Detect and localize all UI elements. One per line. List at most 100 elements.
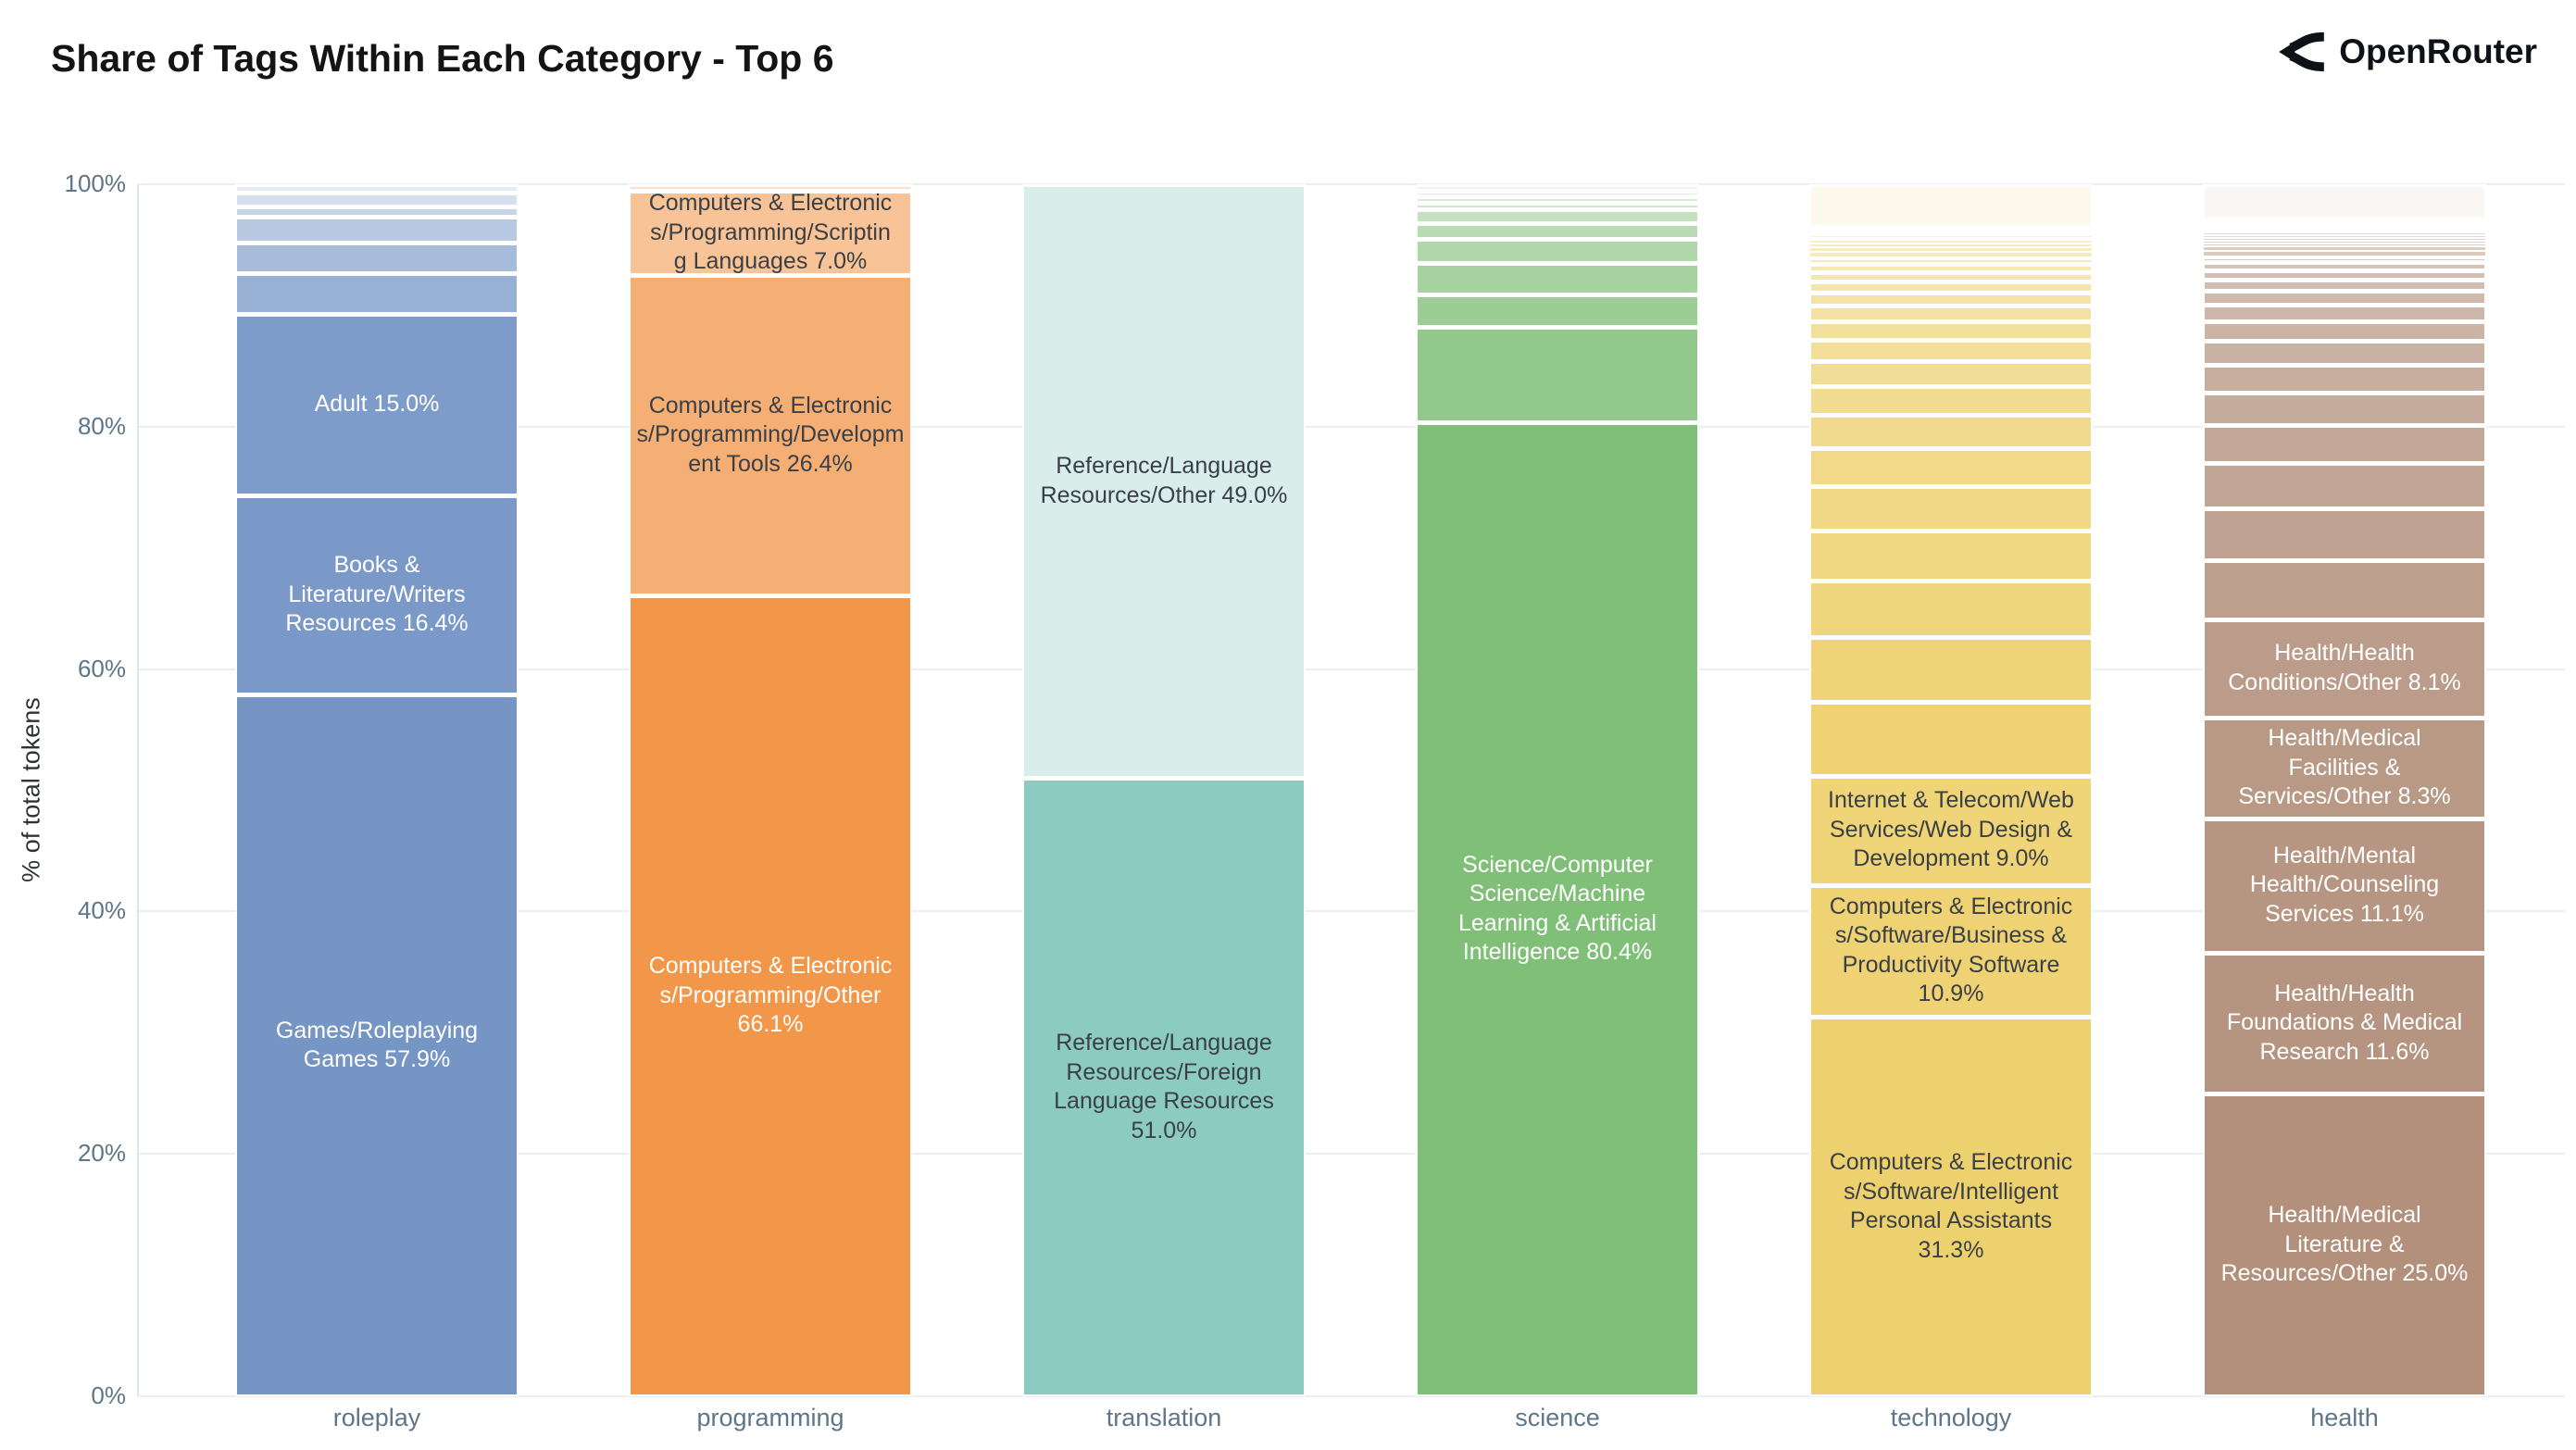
bar-segment-technology-sliver-15[interactable] [1809, 281, 2093, 293]
bar-segment-technology-sliver-17[interactable] [1809, 306, 2093, 322]
bar-segment-roleplay-sliver-2[interactable] [235, 206, 519, 218]
bar-segment-science-sliver-6[interactable] [1416, 238, 1699, 264]
bar-segment-health-sliver-4[interactable] [2203, 224, 2486, 227]
bar-segment-technology-sliver-10[interactable] [1809, 247, 2093, 253]
bar-segment-health-tag-3[interactable] [2203, 952, 2486, 1094]
bar-segment-health-sliver-23[interactable] [2203, 341, 2486, 365]
segment-label: Computers & Electronic s/Software/Busine… [1829, 893, 2073, 1007]
bar-segment-health-sliver-7[interactable] [2203, 229, 2486, 231]
bar-segment-roleplay-tag-1[interactable] [235, 495, 519, 695]
bar-segment-technology-tag-1[interactable] [1809, 884, 2093, 1018]
bar-segment-health-sliver-10[interactable] [2203, 235, 2486, 239]
bar-segment-technology-sliver-25[interactable] [1809, 530, 2093, 581]
bar-segment-technology-sliver-19[interactable] [1809, 340, 2093, 361]
bar-segment-health-sliver-0[interactable] [2203, 184, 2486, 219]
segment-label: Health/Mental Health/Counseling Services… [2249, 842, 2440, 927]
bar-segment-health-sliver-24[interactable] [2203, 364, 2486, 393]
bar-segment-technology-tag-0[interactable] [1809, 775, 2093, 885]
bar-segment-technology-sliver-6[interactable] [1809, 235, 2093, 238]
bar-segment-health-sliver-16[interactable] [2203, 256, 2486, 263]
bar-segment-health-sliver-19[interactable] [2203, 279, 2486, 292]
bar-segment-health-sliver-2[interactable] [2203, 220, 2486, 223]
bar-segment-health-sliver-11[interactable] [2203, 238, 2486, 241]
bar-segment-health-sliver-3[interactable] [2203, 222, 2486, 225]
bar-segment-health-sliver-22[interactable] [2203, 320, 2486, 342]
bar-segment-technology-sliver-2[interactable] [1809, 228, 2093, 231]
gridline-40% [139, 910, 2565, 913]
bar-segment-science-sliver-4[interactable] [1416, 209, 1699, 223]
bar-segment-technology-sliver-22[interactable] [1809, 415, 2093, 449]
bar-segment-technology-sliver-21[interactable] [1809, 386, 2093, 416]
bar-segment-technology-sliver-5[interactable] [1809, 232, 2093, 236]
bar-segment-health-tag-2[interactable] [2203, 818, 2486, 953]
bar-segment-science-tag-0[interactable] [1416, 421, 1699, 1396]
bar-segment-technology-sliver-28[interactable] [1809, 701, 2093, 776]
bar-segment-technology-sliver-9[interactable] [1809, 244, 2093, 248]
bar-segment-programming-tag-2[interactable] [629, 594, 912, 1396]
bar-segment-health-sliver-6[interactable] [2203, 227, 2486, 230]
bar-segment-health-sliver-5[interactable] [2203, 225, 2486, 228]
bar-segment-science-sliver-9[interactable] [1416, 327, 1699, 422]
bar-segment-translation-tag-1[interactable] [1022, 778, 1306, 1396]
bar-segment-health-sliver-20[interactable] [2203, 291, 2486, 306]
bar-segment-roleplay-sliver-1[interactable] [235, 192, 519, 206]
y-tick-label: 60% [77, 654, 126, 682]
bar-segment-health-sliver-13[interactable] [2203, 243, 2486, 247]
bar-segment-science-sliver-1[interactable] [1416, 190, 1699, 197]
segment-label: Science/Computer Science/Machine Learnin… [1457, 851, 1657, 966]
bar-segment-health-sliver-8[interactable] [2203, 231, 2486, 233]
bar-segment-roleplay-sliver-3[interactable] [235, 217, 519, 244]
bar-segment-technology-sliver-26[interactable] [1809, 580, 2093, 638]
bar-segment-science-sliver-7[interactable] [1416, 263, 1699, 295]
bar-segment-health-tag-4[interactable] [2203, 1093, 2486, 1396]
bar-segment-health-sliver-17[interactable] [2203, 262, 2486, 270]
bar-segment-technology-sliver-8[interactable] [1809, 240, 2093, 244]
bar-segment-roleplay-sliver-0[interactable] [235, 184, 519, 193]
gridline-100% [139, 183, 2565, 185]
bar-segment-technology-sliver-16[interactable] [1809, 292, 2093, 306]
bar-segment-roleplay-sliver-4[interactable] [235, 243, 519, 273]
bar-segment-roleplay-tag-2[interactable] [235, 694, 519, 1396]
bar-segment-health-sliver-14[interactable] [2203, 246, 2486, 252]
bar-segment-translation-tag-0[interactable] [1022, 184, 1306, 779]
bar-segment-health-sliver-27[interactable] [2203, 463, 2486, 509]
bar-segment-technology-sliver-18[interactable] [1809, 321, 2093, 341]
bar-segment-technology-sliver-1[interactable] [1809, 226, 2093, 229]
bar-segment-programming-tag-1[interactable] [629, 275, 912, 595]
bar-segment-technology-sliver-11[interactable] [1809, 252, 2093, 257]
bar-segment-health-tag-0[interactable] [2203, 619, 2486, 718]
bar-segment-health-sliver-25[interactable] [2203, 392, 2486, 426]
openrouter-brand: OpenRouter [2278, 31, 2537, 72]
bar-segment-health-sliver-9[interactable] [2203, 232, 2486, 236]
bar-segment-technology-sliver-27[interactable] [1809, 637, 2093, 702]
bar-segment-technology-tag-2[interactable] [1809, 1017, 2093, 1396]
bar-segment-science-sliver-3[interactable] [1416, 202, 1699, 210]
bar-segment-science-sliver-0[interactable] [1416, 184, 1699, 191]
bar-segment-health-sliver-26[interactable] [2203, 425, 2486, 464]
bar-segment-technology-sliver-0[interactable] [1809, 184, 2093, 227]
bar-segment-technology-sliver-13[interactable] [1809, 264, 2093, 272]
bar-segment-health-tag-1[interactable] [2203, 717, 2486, 819]
bar-segment-science-sliver-2[interactable] [1416, 196, 1699, 203]
bar-segment-technology-sliver-20[interactable] [1809, 360, 2093, 387]
bar-segment-health-sliver-18[interactable] [2203, 269, 2486, 280]
bar-segment-roleplay-sliver-5[interactable] [235, 272, 519, 315]
bar-segment-technology-sliver-12[interactable] [1809, 257, 2093, 265]
bar-segment-health-sliver-21[interactable] [2203, 305, 2486, 321]
bar-segment-technology-sliver-3[interactable] [1809, 230, 2093, 232]
bar-segment-technology-sliver-7[interactable] [1809, 237, 2093, 241]
bar-segment-programming-tag-0[interactable] [629, 190, 912, 276]
bar-segment-health-sliver-1[interactable] [2203, 219, 2486, 221]
bar-segment-health-sliver-12[interactable] [2203, 240, 2486, 244]
bar-segment-programming-sliver-0[interactable] [629, 184, 912, 191]
bar-segment-technology-sliver-23[interactable] [1809, 448, 2093, 487]
bar-segment-science-sliver-5[interactable] [1416, 222, 1699, 239]
bar-segment-technology-sliver-14[interactable] [1809, 271, 2093, 281]
bar-segment-health-sliver-29[interactable] [2203, 560, 2486, 619]
bar-segment-roleplay-tag-0[interactable] [235, 314, 519, 496]
bar-segment-health-sliver-28[interactable] [2203, 508, 2486, 561]
bar-segment-technology-sliver-4[interactable] [1809, 231, 2093, 233]
bar-segment-technology-sliver-24[interactable] [1809, 486, 2093, 531]
bar-segment-science-sliver-8[interactable] [1416, 294, 1699, 328]
bar-segment-health-sliver-15[interactable] [2203, 251, 2486, 256]
